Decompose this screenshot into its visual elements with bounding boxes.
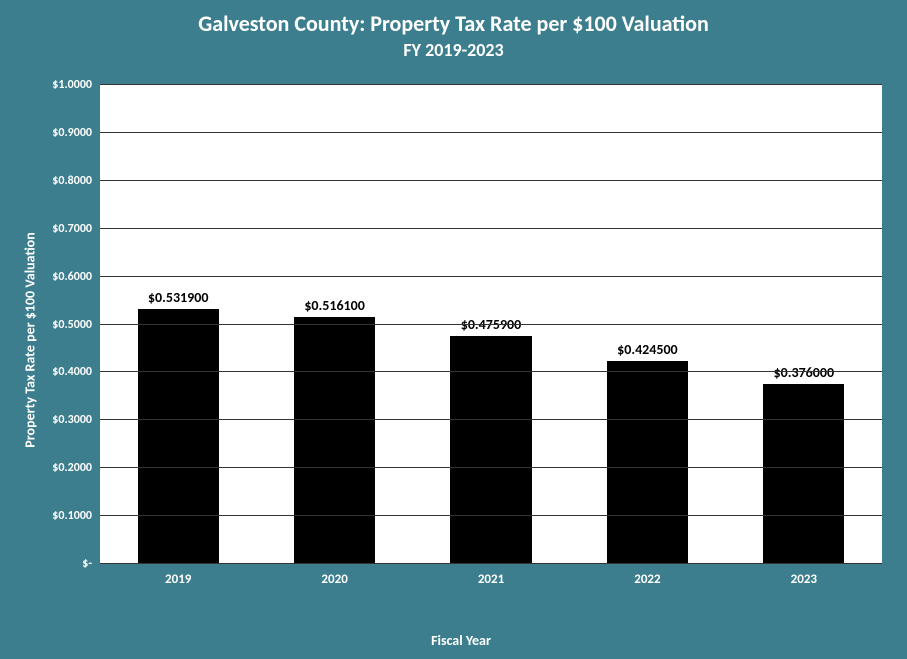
chart-title: Galveston County: Property Tax Rate per … (0, 10, 907, 37)
y-tick: $0.4000 (52, 365, 92, 379)
bar-value-label: $0.424500 (617, 341, 678, 358)
x-axis-label: Fiscal Year (431, 632, 491, 649)
x-tick-area: 20192020202120222023 (100, 564, 882, 594)
x-tick: 2022 (569, 564, 725, 594)
chart-subtitle: FY 2019-2023 (0, 39, 907, 61)
gridline (100, 324, 882, 325)
bar: $0.531900 (138, 309, 219, 564)
y-tick: $0.5000 (52, 318, 92, 332)
bar-column: $0.376000 (726, 85, 882, 564)
bar-column: $0.516100 (256, 85, 412, 564)
gridline (100, 419, 882, 420)
bar: $0.475900 (450, 336, 531, 564)
bar-value-label: $0.475900 (461, 316, 522, 333)
gridline (100, 371, 882, 372)
bar: $0.516100 (294, 317, 375, 564)
x-tick: 2020 (256, 564, 412, 594)
bar-value-label: $0.516100 (304, 297, 365, 314)
bar-value-label: $0.376000 (774, 364, 835, 381)
y-tick: $0.1000 (52, 509, 92, 523)
chart-header: Galveston County: Property Tax Rate per … (0, 0, 907, 61)
bars-group: $0.531900 $0.516100 $0.475900 $0.424500 $0.3… (100, 85, 882, 564)
gridline (100, 132, 882, 133)
bar-column: $0.475900 (413, 85, 569, 564)
y-tick: $0.6000 (52, 270, 92, 284)
y-tick: $1.0000 (52, 78, 92, 92)
bar: $0.424500 (607, 361, 688, 564)
gridline (100, 180, 882, 181)
y-tick-area: $-$0.1000$0.2000$0.3000$0.4000$0.5000$0.… (40, 85, 100, 564)
gridline (100, 84, 882, 85)
y-tick: $0.8000 (52, 174, 92, 188)
y-axis-label: Property Tax Rate per $100 Valuation (22, 232, 39, 447)
y-tick: $0.7000 (52, 222, 92, 236)
bar-value-label: $0.531900 (148, 289, 209, 306)
plot-region: $0.531900 $0.516100 $0.475900 $0.424500 $0.3… (100, 85, 882, 564)
bar: $0.376000 (763, 384, 844, 564)
y-tick: $0.9000 (52, 126, 92, 140)
x-tick: 2019 (100, 564, 256, 594)
y-tick: $0.2000 (52, 461, 92, 475)
gridline (100, 276, 882, 277)
gridline (100, 467, 882, 468)
x-tick: 2023 (726, 564, 882, 594)
y-tick: $0.3000 (52, 413, 92, 427)
chart-container: Galveston County: Property Tax Rate per … (0, 0, 907, 659)
bar-column: $0.531900 (100, 85, 256, 564)
bar-column: $0.424500 (569, 85, 725, 564)
gridline (100, 515, 882, 516)
gridline (100, 228, 882, 229)
plot-area: Property Tax Rate per $100 Valuation Fis… (40, 85, 882, 594)
y-tick: $- (82, 557, 92, 571)
x-tick: 2021 (413, 564, 569, 594)
